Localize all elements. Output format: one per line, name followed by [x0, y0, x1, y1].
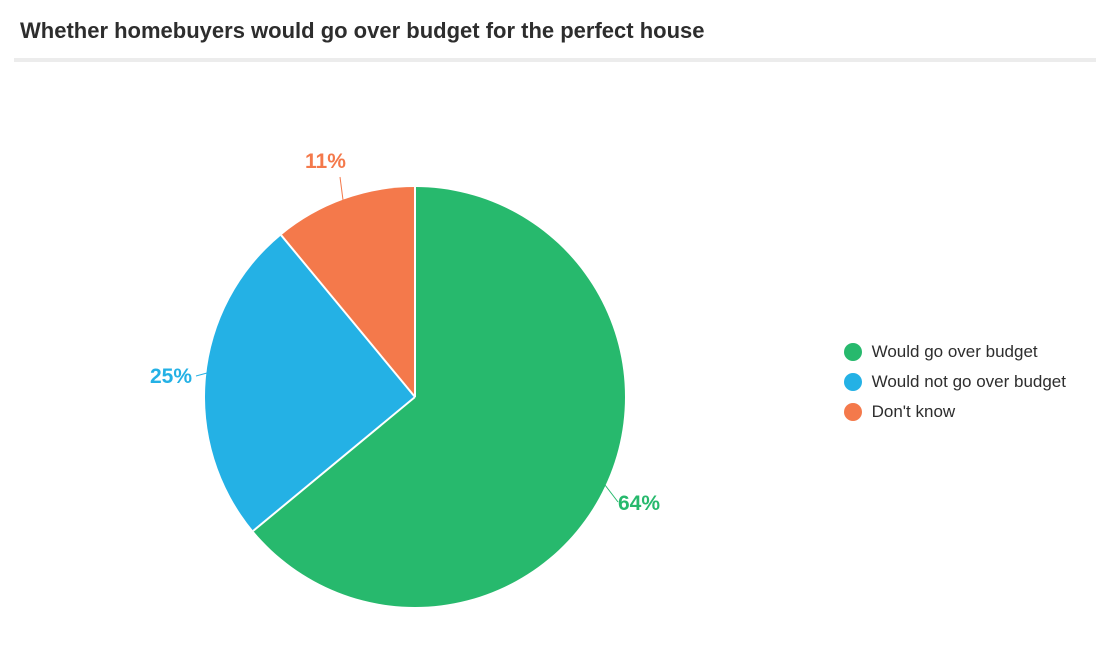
leader-line [340, 177, 343, 200]
legend-item-would-not-go-over: Would not go over budget [844, 372, 1066, 392]
slice-label-would-go-over: 64% [618, 492, 660, 516]
slice-label-dont-know: 11% [305, 150, 346, 174]
legend-label-would-go-over: Would go over budget [872, 342, 1038, 362]
leader-line [605, 485, 618, 502]
legend-swatch-would-go-over [844, 343, 862, 361]
legend-item-dont-know: Don't know [844, 402, 1066, 422]
legend-swatch-dont-know [844, 403, 862, 421]
legend-item-would-go-over: Would go over budget [844, 342, 1066, 362]
chart-title: Whether homebuyers would go over budget … [0, 0, 1116, 58]
legend-label-would-not-go-over: Would not go over budget [872, 372, 1066, 392]
legend: Would go over budget Would not go over b… [844, 342, 1066, 422]
pie-chart: 64% 25% 11% Would go over budget Would n… [0, 62, 1116, 622]
slice-label-would-not-go-over: 25% [150, 365, 192, 389]
legend-swatch-would-not-go-over [844, 373, 862, 391]
leader-line [196, 373, 207, 376]
legend-label-dont-know: Don't know [872, 402, 956, 422]
